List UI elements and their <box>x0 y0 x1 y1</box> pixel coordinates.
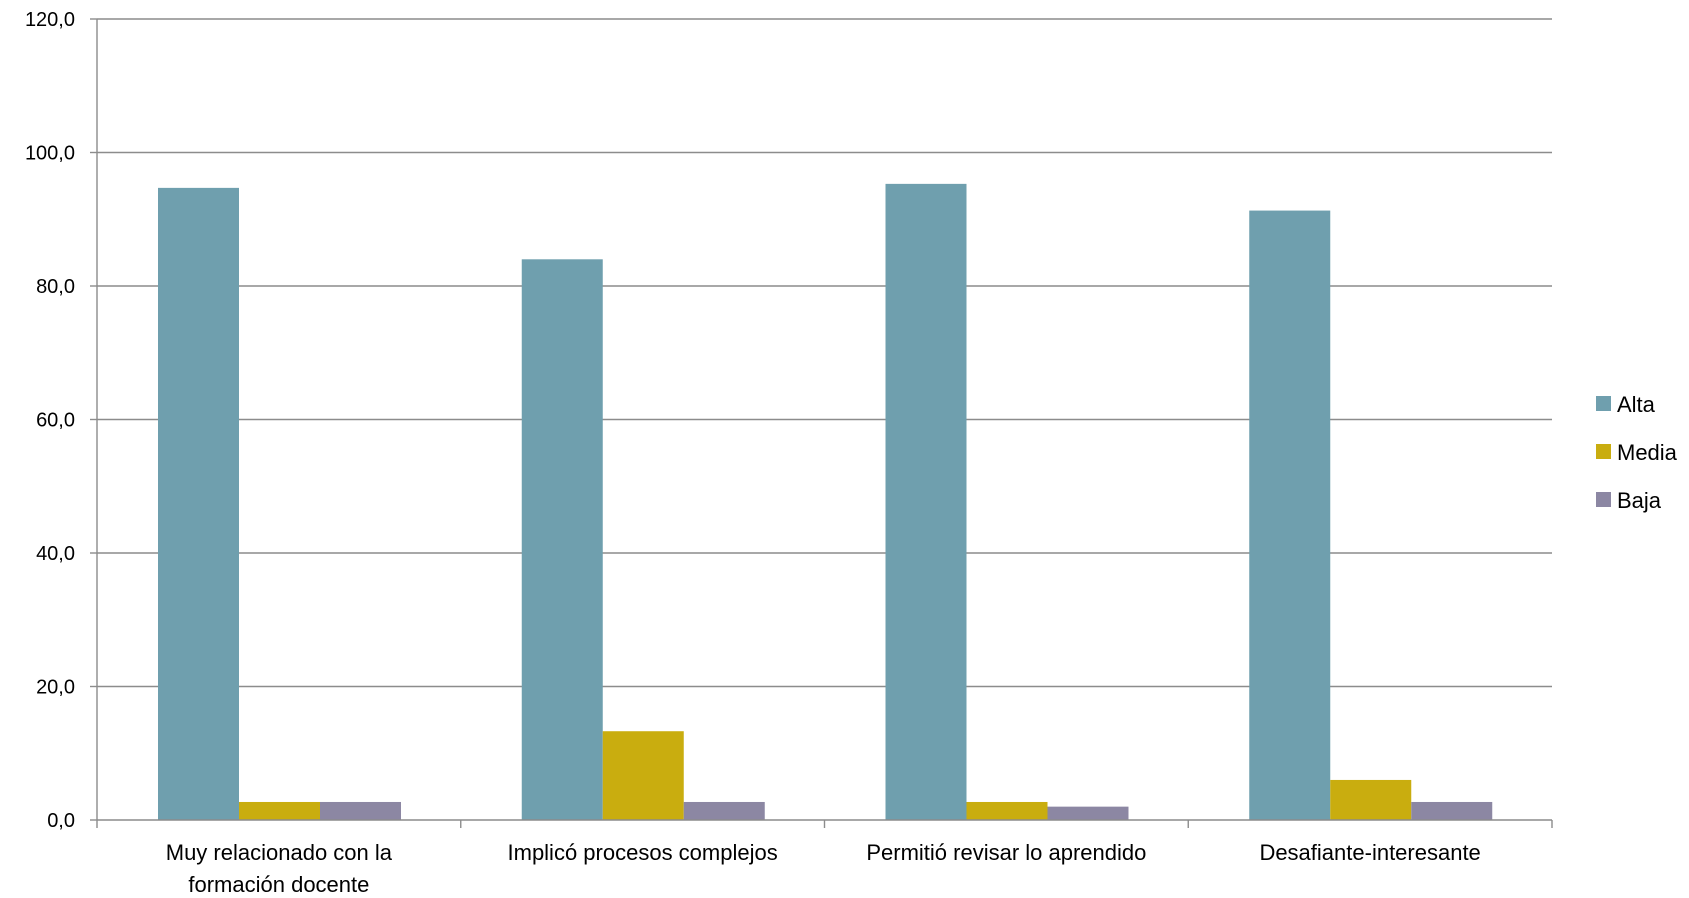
legend-label-baja: Baja <box>1617 488 1662 513</box>
y-tick-label: 100,0 <box>25 143 75 165</box>
legend: Alta Media Baja <box>1596 392 1678 513</box>
legend-label-media: Media <box>1617 440 1678 465</box>
x-tick-labels: Muy relacionado con la formación docente I… <box>166 840 1481 897</box>
y-tick-label: 80,0 <box>36 276 75 298</box>
bar-alta <box>885 183 967 820</box>
x-tick-label: Implicó procesos complejos <box>508 840 778 865</box>
bar-alta <box>1249 210 1331 820</box>
legend-swatch-alta <box>1596 396 1611 411</box>
legend-swatch-media <box>1596 444 1611 459</box>
bar-baja <box>1047 806 1129 820</box>
bar-baja <box>683 801 765 820</box>
bar-media <box>239 801 320 820</box>
bar-media <box>602 731 684 820</box>
x-tick-label: Muy relacionado con la <box>166 840 393 865</box>
bars <box>158 183 1493 820</box>
y-tick-label: 20,0 <box>36 677 75 699</box>
bar-baja <box>1411 801 1493 820</box>
y-tick-labels: 0,0 20,0 40,0 60,0 80,0 100,0 120,0 <box>25 9 75 832</box>
legend-label-alta: Alta <box>1617 392 1656 417</box>
y-tick-label: 0,0 <box>47 810 75 832</box>
x-tick-label: formación docente <box>188 872 369 897</box>
gridlines <box>97 18 1552 688</box>
bar-baja <box>320 801 401 820</box>
x-tick-label: Permitió revisar lo aprendido <box>866 840 1146 865</box>
bar-alta <box>521 259 603 820</box>
axes <box>90 18 1553 828</box>
legend-swatch-baja <box>1596 492 1611 507</box>
bar-media <box>966 801 1048 820</box>
y-tick-label: 60,0 <box>36 410 75 432</box>
y-tick-label: 40,0 <box>36 543 75 565</box>
bar-media <box>1330 779 1412 820</box>
bar-alta <box>158 187 239 820</box>
x-tick-label: Desafiante-interesante <box>1259 840 1480 865</box>
y-tick-label: 120,0 <box>25 9 75 31</box>
